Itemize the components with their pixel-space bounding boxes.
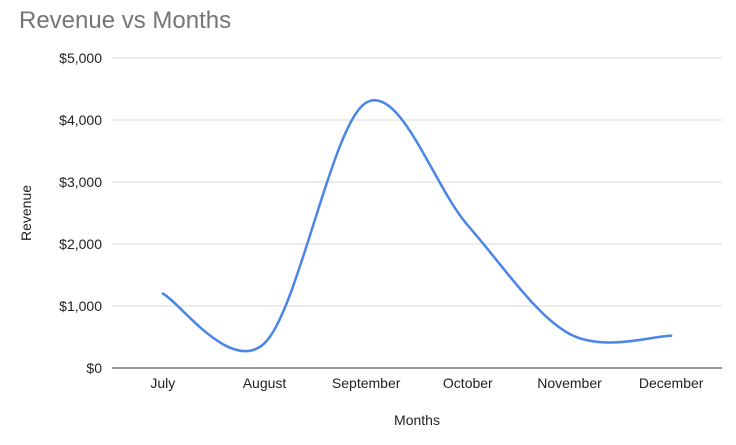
series-layer xyxy=(161,99,673,353)
x-tick-label: August xyxy=(243,375,287,391)
gridlines xyxy=(112,57,722,307)
x-tick-label: July xyxy=(150,375,175,391)
chart-title: Revenue vs Months xyxy=(19,7,232,34)
y-tick-label: $5,000 xyxy=(59,50,102,66)
y-axis-title: Revenue xyxy=(18,185,34,241)
x-tick-label: September xyxy=(332,375,401,391)
x-tick-label: October xyxy=(443,375,493,391)
y-tick-labels: $0 $1,000 $2,000 $3,000 $4,000 $5,000 xyxy=(59,50,102,376)
y-tick-label: $2,000 xyxy=(59,236,102,252)
y-tick-label: $1,000 xyxy=(59,298,102,314)
x-tick-labels: July August September October November Decemb… xyxy=(150,375,703,391)
x-tick-label: December xyxy=(639,375,704,391)
x-axis-title: Months xyxy=(394,412,440,428)
series-line xyxy=(161,99,673,353)
x-tick-label: November xyxy=(537,375,602,391)
y-tick-label: $4,000 xyxy=(59,112,102,128)
y-tick-label: $0 xyxy=(86,360,102,376)
y-tick-label: $3,000 xyxy=(59,174,102,190)
